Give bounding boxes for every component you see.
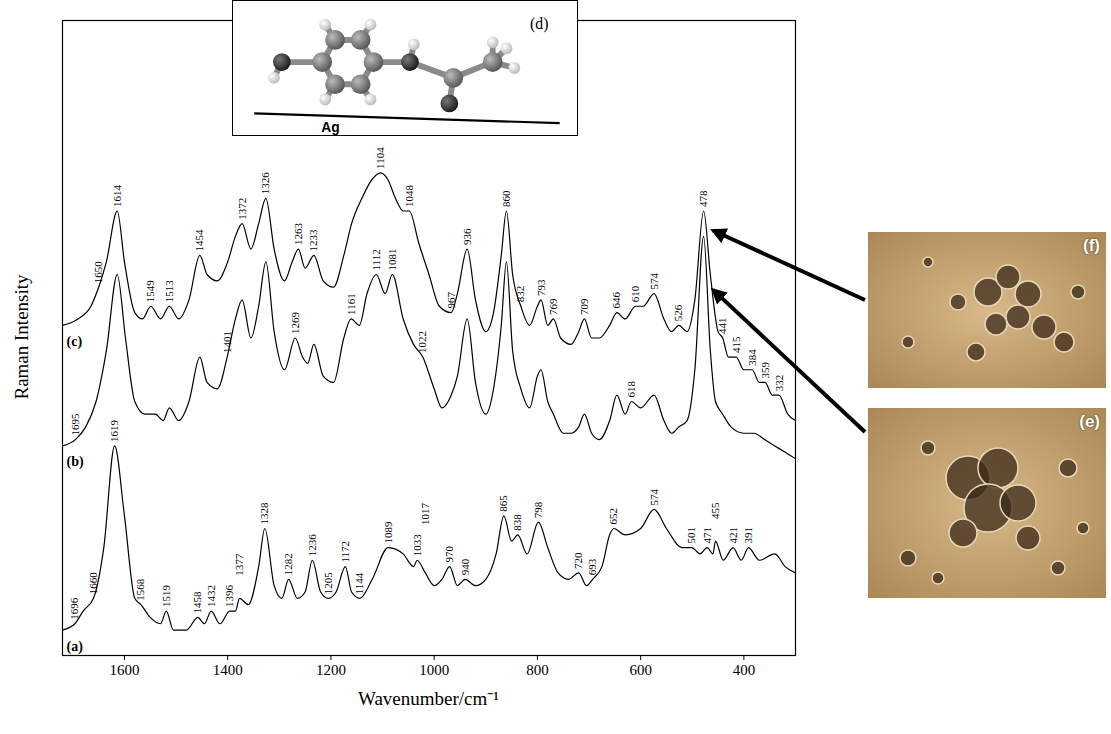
html-text:Wavenumber/cm⁻¹: Wavenumber/cm⁻¹ <box>358 688 499 709</box>
svg-text:1236: 1236 <box>306 534 318 557</box>
svg-text:1033: 1033 <box>411 534 423 557</box>
svg-text:1205: 1205 <box>322 572 334 595</box>
svg-text:1549: 1549 <box>144 280 156 303</box>
svg-text:478: 478 <box>697 190 709 207</box>
svg-text:793: 793 <box>535 279 547 296</box>
svg-text:970: 970 <box>443 546 455 563</box>
svg-text:526: 526 <box>672 304 684 321</box>
svg-text:940: 940 <box>459 558 471 575</box>
svg-text:865: 865 <box>497 495 509 512</box>
svg-text:415: 415 <box>730 336 742 353</box>
svg-text:(c): (c) <box>67 334 83 350</box>
svg-text:1695: 1695 <box>69 413 81 436</box>
svg-text:709: 709 <box>578 298 590 315</box>
svg-text:1600: 1600 <box>109 662 139 678</box>
svg-text:967: 967 <box>445 292 457 309</box>
svg-text:(d): (d) <box>530 15 548 33</box>
svg-text:359: 359 <box>759 361 771 378</box>
html-text:(e): (e) <box>1079 412 1100 431</box>
svg-text:1161: 1161 <box>345 293 357 315</box>
svg-text:1396: 1396 <box>223 585 235 608</box>
svg-text:1328: 1328 <box>258 502 270 525</box>
svg-text:1172: 1172 <box>339 541 351 563</box>
html-text:(f): (f) <box>1083 236 1100 255</box>
svg-text:860: 860 <box>500 190 512 207</box>
svg-text:693: 693 <box>586 558 598 575</box>
svg-text:720: 720 <box>572 552 584 569</box>
svg-text:1282: 1282 <box>282 553 294 575</box>
svg-text:1660: 1660 <box>87 572 99 595</box>
svg-text:1233: 1233 <box>307 229 319 252</box>
svg-text:1454: 1454 <box>193 229 205 252</box>
svg-text:1200: 1200 <box>316 662 346 678</box>
svg-text:1696: 1696 <box>68 597 80 620</box>
svg-text:501: 501 <box>685 527 697 544</box>
svg-text:600: 600 <box>629 662 652 678</box>
svg-text:1089: 1089 <box>382 521 394 544</box>
svg-text:1144: 1144 <box>353 572 365 594</box>
svg-text:(b): (b) <box>67 454 84 470</box>
svg-text:936: 936 <box>461 228 473 245</box>
svg-text:832: 832 <box>514 286 526 303</box>
svg-text:1568: 1568 <box>134 578 146 601</box>
html-text:Raman Intensity: Raman Intensity <box>11 274 32 400</box>
svg-text:1513: 1513 <box>163 280 175 303</box>
svg-text:1326: 1326 <box>259 172 271 195</box>
svg-text:646: 646 <box>610 292 622 309</box>
svg-text:441: 441 <box>716 318 728 335</box>
svg-text:769: 769 <box>547 298 559 315</box>
svg-text:Ag: Ag <box>321 120 339 135</box>
svg-text:1104: 1104 <box>374 147 386 169</box>
svg-text:838: 838 <box>511 514 523 531</box>
svg-text:610: 610 <box>629 285 641 302</box>
svg-text:1048: 1048 <box>403 185 415 208</box>
svg-text:1017: 1017 <box>419 502 431 525</box>
svg-text:471: 471 <box>701 527 713 544</box>
svg-text:332: 332 <box>773 375 785 392</box>
svg-text:798: 798 <box>532 501 544 518</box>
svg-text:800: 800 <box>526 662 549 678</box>
svg-text:1519: 1519 <box>160 585 172 608</box>
svg-text:1269: 1269 <box>289 312 301 335</box>
svg-text:1619: 1619 <box>108 419 120 442</box>
svg-text:1400: 1400 <box>213 662 243 678</box>
svg-text:618: 618 <box>625 381 637 398</box>
svg-text:400: 400 <box>733 662 756 678</box>
svg-text:384: 384 <box>746 349 758 366</box>
svg-text:421: 421 <box>727 527 739 544</box>
svg-text:391: 391 <box>742 527 754 544</box>
svg-text:1263: 1263 <box>292 223 304 246</box>
svg-text:1458: 1458 <box>191 591 203 614</box>
svg-text:1650: 1650 <box>92 261 104 284</box>
svg-text:1000: 1000 <box>419 662 449 678</box>
svg-text:1372: 1372 <box>236 198 248 220</box>
svg-text:574: 574 <box>648 273 660 290</box>
svg-text:1614: 1614 <box>111 185 123 208</box>
svg-text:1112: 1112 <box>370 249 382 270</box>
svg-text:1377: 1377 <box>233 553 245 576</box>
svg-text:1432: 1432 <box>205 585 217 607</box>
svg-text:1022: 1022 <box>416 331 428 353</box>
svg-text:455: 455 <box>709 502 721 519</box>
svg-text:1401: 1401 <box>221 331 233 353</box>
svg-text:574: 574 <box>648 488 660 505</box>
svg-text:652: 652 <box>607 508 619 525</box>
svg-text:1081: 1081 <box>386 249 398 271</box>
svg-text:(a): (a) <box>67 639 84 655</box>
